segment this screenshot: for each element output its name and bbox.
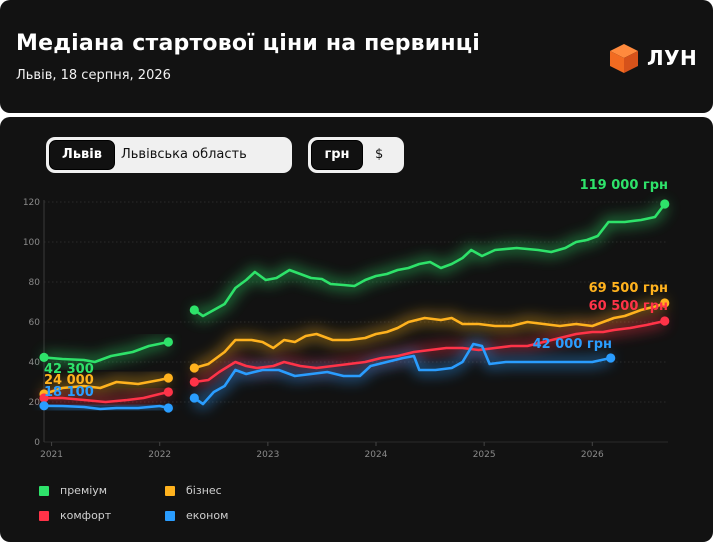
- y-tick-label: 40: [29, 358, 41, 368]
- currency-option-usd[interactable]: $: [375, 147, 384, 162]
- series-point-econom[interactable]: [189, 393, 199, 403]
- series-point-premium[interactable]: [189, 305, 199, 315]
- legend-swatch-business: [165, 485, 175, 496]
- region-option-lviv[interactable]: Львів: [49, 140, 115, 170]
- legend-item-comfort[interactable]: комфорт: [39, 509, 111, 522]
- x-tick-label: 2022: [148, 450, 171, 460]
- y-tick-label: 100: [23, 238, 40, 248]
- legend-item-premium[interactable]: преміум: [39, 484, 107, 497]
- series-line-business[interactable]: [42, 376, 170, 396]
- legend-item-business[interactable]: бізнес: [165, 484, 222, 497]
- start-label-econom: 18 100: [44, 385, 94, 400]
- series-point-business[interactable]: [660, 298, 670, 308]
- legend-swatch-comfort: [39, 510, 49, 521]
- legend-label-business: бізнес: [186, 484, 222, 497]
- chart-card: Львів Львівська область грн $ 0 20 40 60 80 1…: [0, 117, 713, 542]
- series-line-econom[interactable]: [42, 404, 170, 411]
- page-title: Медіана стартової ціни на первинці: [16, 31, 481, 56]
- series-point-econom[interactable]: [163, 403, 173, 413]
- legend-label-econom: економ: [186, 509, 229, 522]
- end-label-premium: 119 000 грн: [580, 178, 668, 193]
- header-card: Медіана стартової ціни на первинці Львів…: [0, 0, 713, 113]
- currency-option-uah[interactable]: грн: [311, 140, 363, 170]
- x-tick-label: 2023: [256, 450, 279, 460]
- series-line-comfort[interactable]: [193, 319, 667, 384]
- legend-item-econom[interactable]: економ: [165, 509, 228, 522]
- series-point-premium[interactable]: [39, 352, 49, 362]
- y-tick-label: 60: [29, 318, 41, 328]
- series-line-premium[interactable]: [42, 340, 170, 364]
- series-line-premium[interactable]: [193, 202, 667, 318]
- series-line-econom[interactable]: [193, 342, 612, 406]
- series-line-business[interactable]: [193, 301, 667, 370]
- start-label-business: 24 000: [44, 373, 94, 388]
- y-tick-label: 0: [34, 438, 40, 448]
- currency-toggle: грн $: [308, 137, 404, 173]
- legend-label-premium: преміум: [60, 484, 108, 497]
- brand-name: ЛУН: [647, 46, 698, 70]
- y-tick-label: 80: [29, 278, 41, 288]
- series-point-comfort[interactable]: [189, 377, 199, 387]
- end-label-comfort: 60 500 грн: [589, 299, 668, 314]
- end-label-business: 69 500 грн: [589, 281, 668, 296]
- x-tick-label: 2021: [40, 450, 63, 460]
- region-option-oblast[interactable]: Львівська область: [121, 147, 247, 162]
- x-tick-label: 2026: [581, 450, 604, 460]
- legend-swatch-premium: [39, 485, 49, 496]
- start-label-premium: 42 300: [44, 362, 94, 377]
- series-point-business[interactable]: [163, 373, 173, 383]
- legend-label-comfort: комфорт: [60, 509, 112, 522]
- series-point-comfort[interactable]: [163, 387, 173, 397]
- y-tick-label: 120: [23, 198, 40, 208]
- series-point-econom[interactable]: [39, 401, 49, 411]
- cube-icon: [610, 44, 638, 73]
- page-subtitle: Львів, 18 серпня, 2026: [16, 68, 171, 83]
- region-toggle: Львів Львівська область: [46, 137, 292, 173]
- series-point-comfort[interactable]: [660, 316, 670, 326]
- series-point-premium[interactable]: [660, 199, 670, 209]
- series-point-premium[interactable]: [163, 337, 173, 347]
- series-point-comfort[interactable]: [39, 393, 49, 403]
- series-point-business[interactable]: [189, 363, 199, 373]
- x-tick-label: 2024: [365, 450, 388, 460]
- x-tick-label: 2025: [473, 450, 496, 460]
- legend-swatch-econom: [165, 510, 175, 521]
- brand-logo[interactable]: ЛУН: [608, 41, 697, 75]
- end-label-econom: 42 000 грн: [533, 337, 612, 352]
- y-tick-label: 20: [29, 398, 41, 408]
- series-line-comfort[interactable]: [42, 390, 170, 404]
- series-point-econom[interactable]: [606, 353, 616, 363]
